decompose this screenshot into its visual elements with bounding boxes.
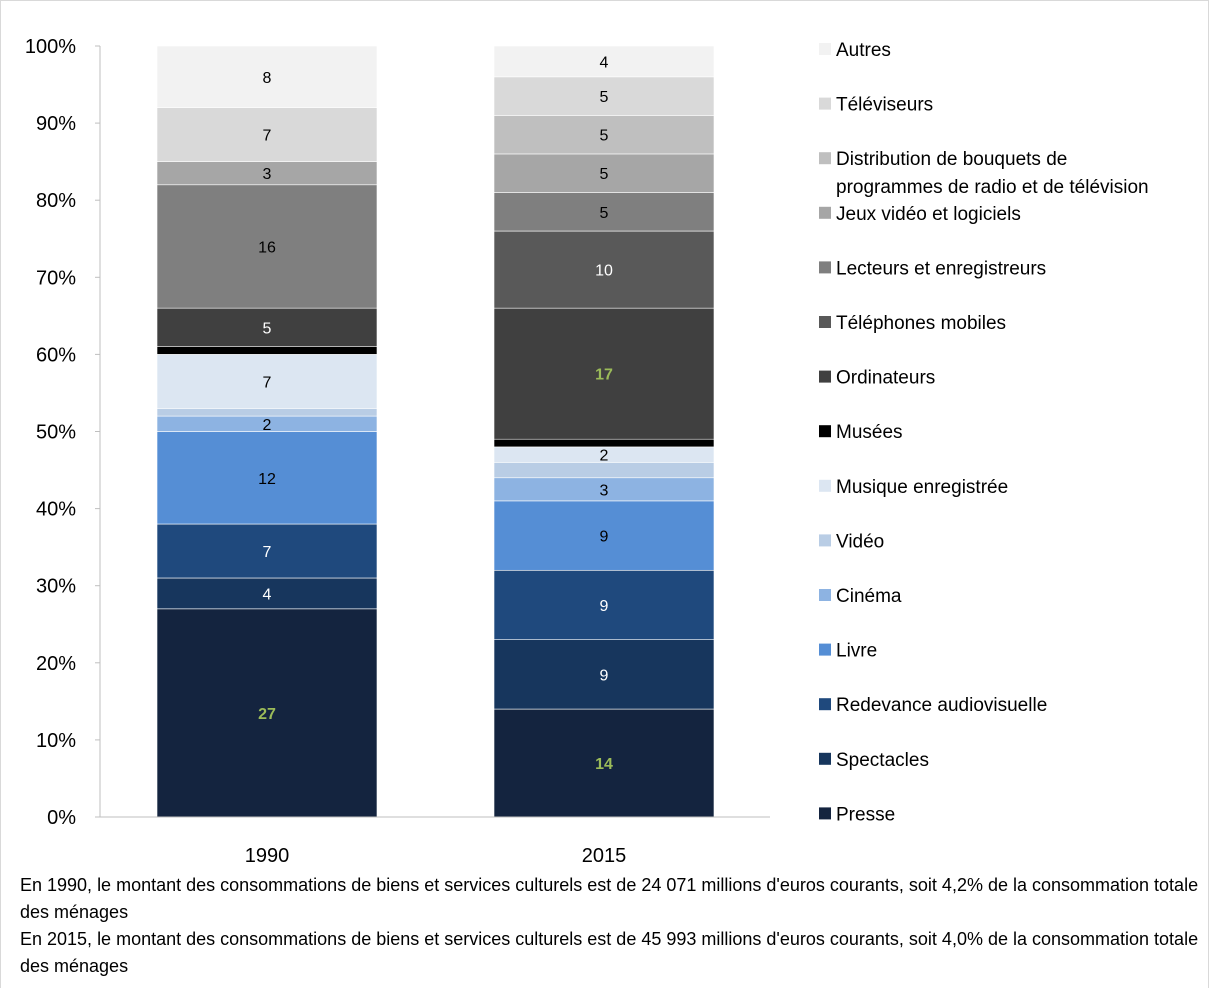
x-tick-label-2015: 2015 xyxy=(582,845,627,867)
legend-label-musique-enregistree: Musique enregistrée xyxy=(836,477,1008,498)
bar-segment-video-2015 xyxy=(493,462,715,479)
legend-label-autres: Autres xyxy=(836,40,891,61)
legend-label-ordinateurs: Ordinateurs xyxy=(836,368,935,389)
legend-label-redevance-audiovisuelle: Redevance audiovisuelle xyxy=(836,695,1047,716)
legend-swatch-jeux-video-et-logiciels xyxy=(819,206,831,219)
data-label-lecteurs-et-enregistreurs-1990: 16 xyxy=(258,239,276,256)
data-label-redevance-audiovisuelle-2015: 9 xyxy=(600,598,609,615)
bar-segment-lecteurs-et-enregistreurs-2015 xyxy=(493,192,715,232)
legend-label-lecteurs-et-enregistreurs: Lecteurs et enregistreurs xyxy=(836,258,1046,279)
data-label-autres-2015: 4 xyxy=(600,54,609,71)
bar-segment-presse-2015 xyxy=(493,708,715,818)
data-label-livre-1990: 12 xyxy=(258,471,276,488)
y-tick-label: 0% xyxy=(47,807,76,829)
data-label-ordinateurs-2015: 17 xyxy=(595,367,613,384)
bar-segment-video-1990 xyxy=(156,408,378,417)
legend-swatch-video xyxy=(819,534,831,547)
data-label-televiseurs-2015: 5 xyxy=(600,89,609,106)
data-label-televiseurs-1990: 7 xyxy=(263,128,272,145)
bar-segment-ordinateurs-2015 xyxy=(493,307,715,440)
legend-swatch-musique-enregistree xyxy=(819,479,831,492)
note-2015: En 2015, le montant des consommations de… xyxy=(20,929,1199,976)
data-label-telephones-mobiles-2015: 10 xyxy=(595,263,613,280)
legend-label-telephones-mobiles: Téléphones mobiles xyxy=(836,313,1006,334)
data-label-livre-2015: 9 xyxy=(600,529,609,546)
legend-swatch-redevance-audiovisuelle xyxy=(819,698,831,711)
data-label-jeux-video-et-logiciels-1990: 3 xyxy=(263,166,272,183)
bar-segment-musees-2015 xyxy=(493,438,715,448)
data-label-ordinateurs-1990: 5 xyxy=(263,320,272,337)
legend-label-musees: Musées xyxy=(836,422,903,443)
bar-segment-autres-1990 xyxy=(156,45,378,108)
bar-segment-distribution-de-bouquets-de-programmes-de-radio-et-de-television-2015 xyxy=(493,115,715,155)
x-tick-label-1990: 1990 xyxy=(245,845,290,867)
data-label-distribution-de-bouquets-de-programmes-de-radio-et-de-television-2015: 5 xyxy=(600,128,609,145)
legend-swatch-lecteurs-et-enregistreurs xyxy=(819,261,831,274)
y-tick-label: 100% xyxy=(25,36,76,58)
legend-label-distribution-de-bouquets-de-programmes-de-radio-et-de-television: Distribution de bouquets de programmes de… xyxy=(836,149,1149,198)
bar-segment-musees-1990 xyxy=(156,346,378,355)
y-tick-label: 70% xyxy=(36,267,76,289)
bar-segment-livre-2015 xyxy=(493,500,715,571)
bar-segment-redevance-audiovisuelle-1990 xyxy=(156,523,378,579)
bar-segment-livre-1990 xyxy=(156,431,378,525)
bar-segment-lecteurs-et-enregistreurs-1990 xyxy=(156,184,378,309)
data-label-musique-enregistree-2015: 2 xyxy=(600,448,609,465)
chart-notes: En 1990, le montant des consommations de… xyxy=(20,872,1200,980)
bar-segment-redevance-audiovisuelle-2015 xyxy=(493,569,715,640)
y-tick-label: 40% xyxy=(36,499,76,521)
data-label-presse-2015: 14 xyxy=(595,756,613,773)
bar-segment-jeux-video-et-logiciels-2015 xyxy=(493,153,715,193)
data-label-redevance-audiovisuelle-1990: 7 xyxy=(263,544,272,561)
y-tick-label: 30% xyxy=(36,576,76,598)
note-1990: En 1990, le montant des consommations de… xyxy=(20,875,1199,922)
data-label-cinema-2015: 3 xyxy=(600,482,609,499)
bar-segment-musique-enregistree-1990 xyxy=(156,354,378,409)
bar-segment-presse-1990 xyxy=(156,608,378,818)
legend-label-jeux-video-et-logiciels: Jeux vidéo et logiciels xyxy=(836,204,1021,225)
legend-label-spectacles: Spectacles xyxy=(836,750,929,771)
legend-swatch-musees xyxy=(819,425,831,438)
y-tick-label: 60% xyxy=(36,344,76,366)
data-label-spectacles-2015: 9 xyxy=(600,667,609,684)
legend-swatch-cinema xyxy=(819,589,831,601)
legend-swatch-presse xyxy=(819,807,831,820)
legend-swatch-distribution-de-bouquets-de-programmes-de-radio-et-de-television xyxy=(819,152,831,165)
bar-segment-spectacles-2015 xyxy=(493,639,715,710)
bar-segment-televiseurs-1990 xyxy=(156,107,378,162)
legend-label-presse: Presse xyxy=(836,804,895,825)
bar-segment-televiseurs-2015 xyxy=(493,76,715,116)
bar-segment-telephones-mobiles-2015 xyxy=(493,230,715,309)
bar-segment-ordinateurs-1990 xyxy=(156,307,378,347)
data-label-musique-enregistree-1990: 7 xyxy=(263,374,272,391)
data-label-spectacles-1990: 4 xyxy=(263,586,272,603)
bar-segment-autres-2015 xyxy=(493,45,715,78)
legend-label-cinema: Cinéma xyxy=(836,586,902,607)
y-tick-label: 10% xyxy=(36,730,76,752)
data-label-jeux-video-et-logiciels-2015: 5 xyxy=(600,166,609,183)
data-label-lecteurs-et-enregistreurs-2015: 5 xyxy=(600,205,609,222)
stacked-bar-chart: 0%10%20%30%40%50%60%70%80%90%100%2747122… xyxy=(25,36,1149,867)
legend-label-livre: Livre xyxy=(836,641,877,662)
legend-swatch-ordinateurs xyxy=(819,370,831,383)
bar-segment-spectacles-1990 xyxy=(156,577,378,610)
data-label-presse-1990: 27 xyxy=(258,706,276,723)
legend-swatch-autres xyxy=(819,43,831,55)
y-tick-label: 80% xyxy=(36,190,76,212)
data-label-autres-1990: 8 xyxy=(263,70,272,87)
y-tick-label: 90% xyxy=(36,113,76,135)
y-tick-label: 50% xyxy=(36,422,76,444)
legend-swatch-telephones-mobiles xyxy=(819,316,831,328)
legend-swatch-televiseurs xyxy=(819,97,831,110)
y-tick-label: 20% xyxy=(36,653,76,675)
legend-swatch-livre xyxy=(819,643,831,656)
data-label-cinema-1990: 2 xyxy=(263,417,272,434)
legend-swatch-spectacles xyxy=(819,752,831,765)
legend-label-televiseurs: Téléviseurs xyxy=(836,95,933,116)
legend-label-video: Vidéo xyxy=(836,531,884,552)
